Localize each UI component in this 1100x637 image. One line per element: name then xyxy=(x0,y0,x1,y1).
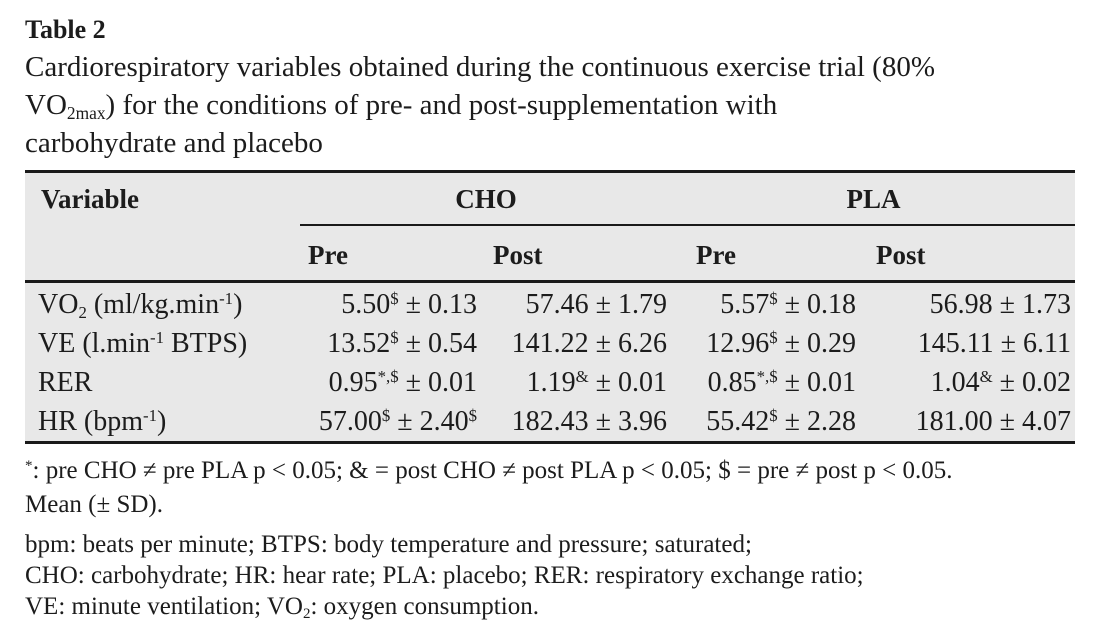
sub-header-row: Pre Post Pre Post xyxy=(25,225,1076,283)
col-group-cho: CHO xyxy=(300,171,673,226)
table-row: RER 0.95*,$ ± 0.01 1.19& ± 0.01 0.85*,$ ± 0… xyxy=(25,363,1075,402)
value-cell: 0.85*,$ ± 0.01 xyxy=(707,366,857,398)
table-row: VO2 (ml/kg.min-1) 5.50$ ± 0.13 57.46 ± 1.7… xyxy=(25,282,1075,325)
table-head: Variable CHO PLA Pre Post Pre Post xyxy=(25,171,1076,283)
data-table: Variable CHO PLA Pre Post Pre Post VO2 (… xyxy=(25,170,1076,444)
table-body: VO2 (ml/kg.min-1) 5.50$ ± 0.13 57.46 ± 1.7… xyxy=(25,282,1075,443)
value-cell: 145.11 ± 6.11 xyxy=(917,328,1072,359)
col-header-cho-post: Post xyxy=(480,225,673,283)
footnote-line: *: pre CHO ≠ pre PLA p < 0.05; & = post … xyxy=(25,457,953,484)
col-header-variable: Variable xyxy=(25,171,300,283)
value-cell: 182.43 ± 3.96 xyxy=(511,406,668,437)
variable-label: RER xyxy=(38,367,93,398)
footnote-line: bpm: beats per minute; BTPS: body temper… xyxy=(25,531,752,558)
footnote-line: Mean (± SD). xyxy=(25,491,164,518)
variable-label: VO2 (ml/kg.min-1) xyxy=(38,288,243,322)
caption-line: carbohydrate and placebo xyxy=(25,127,323,159)
value-cell: 55.42$ ± 2.28 xyxy=(706,405,857,437)
value-cell: 0.95*,$ ± 0.01 xyxy=(328,366,477,398)
value-cell: 5.57$ ± 0.18 xyxy=(720,288,857,320)
caption-line: Cardiorespiratory variables obtained dur… xyxy=(25,51,935,83)
col-header-pla-post: Post xyxy=(860,225,1076,283)
footnote-abbreviations: bpm: beats per minute; BTPS: body temper… xyxy=(25,529,1075,622)
table-row: VE (l.min-1 BTPS) 13.52$ ± 0.54 141.22 ± 6… xyxy=(25,324,1075,363)
variable-label: VE (l.min-1 BTPS) xyxy=(38,327,248,359)
table-caption: Cardiorespiratory variables obtained dur… xyxy=(25,48,1075,162)
variable-label: HR (bpm-1) xyxy=(38,405,167,437)
footnote-line: CHO: carbohydrate; HR: hear rate; PLA: p… xyxy=(25,562,864,589)
paper-table-figure: Table 2 Cardiorespiratory variables obta… xyxy=(25,15,1076,622)
col-header-pla-pre: Pre xyxy=(672,225,861,283)
footnote-stats: *: pre CHO ≠ pre PLA p < 0.05; & = post … xyxy=(25,454,1075,522)
caption-line: VO2max) for the conditions of pre- and p… xyxy=(25,89,778,123)
value-cell: 141.22 ± 6.26 xyxy=(511,328,668,359)
group-header-row: Variable CHO PLA xyxy=(25,171,1076,283)
table-footnotes: *: pre CHO ≠ pre PLA p < 0.05; & = post … xyxy=(25,454,1075,622)
value-cell: 12.96$ ± 0.29 xyxy=(706,327,857,359)
footnote-line: VE: minute ventilation; VO2: oxygen cons… xyxy=(25,593,539,623)
value-cell: 56.98 ± 1.73 xyxy=(929,289,1072,320)
table-number-label: Table 2 xyxy=(25,15,106,44)
value-cell: 1.19& ± 0.01 xyxy=(526,366,668,398)
value-cell: 57.00$ ± 2.40$ xyxy=(318,405,477,437)
col-group-pla: PLA xyxy=(672,171,1076,226)
table-row: HR (bpm-1) 57.00$ ± 2.40$ 182.43 ± 3.96 55.… xyxy=(25,402,1075,443)
value-cell: 181.00 ± 4.07 xyxy=(915,406,1072,437)
value-cell: 1.04& ± 0.02 xyxy=(930,366,1072,398)
value-cell: 57.46 ± 1.79 xyxy=(525,289,668,320)
value-cell: 5.50$ ± 0.13 xyxy=(341,288,477,320)
col-header-cho-pre: Pre xyxy=(300,225,480,283)
value-cell: 13.52$ ± 0.54 xyxy=(327,327,477,359)
